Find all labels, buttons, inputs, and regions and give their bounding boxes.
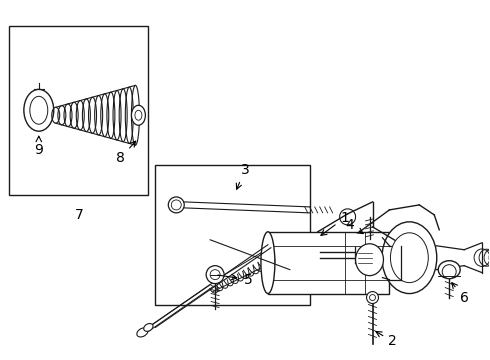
Circle shape bbox=[442, 265, 456, 279]
Ellipse shape bbox=[382, 222, 437, 293]
Text: 9: 9 bbox=[34, 136, 43, 157]
Text: 8: 8 bbox=[116, 141, 136, 165]
Ellipse shape bbox=[137, 328, 148, 337]
Circle shape bbox=[369, 294, 375, 301]
Text: 6: 6 bbox=[452, 283, 468, 305]
Circle shape bbox=[206, 266, 224, 284]
Circle shape bbox=[367, 292, 378, 303]
Ellipse shape bbox=[438, 261, 460, 279]
Bar bbox=[155, 165, 310, 305]
Text: 2: 2 bbox=[376, 332, 397, 348]
Text: 4: 4 bbox=[345, 218, 363, 234]
Ellipse shape bbox=[24, 89, 54, 131]
Ellipse shape bbox=[30, 96, 48, 124]
Ellipse shape bbox=[261, 232, 275, 293]
Ellipse shape bbox=[135, 110, 142, 120]
Text: 1: 1 bbox=[321, 211, 349, 235]
Circle shape bbox=[210, 270, 220, 280]
Bar bbox=[9, 26, 148, 195]
Bar bbox=[268, 232, 390, 293]
Ellipse shape bbox=[168, 197, 184, 213]
Circle shape bbox=[172, 200, 181, 210]
Text: 5: 5 bbox=[218, 273, 252, 287]
Ellipse shape bbox=[131, 105, 146, 125]
Ellipse shape bbox=[391, 233, 428, 283]
Text: 7: 7 bbox=[75, 208, 84, 222]
Ellipse shape bbox=[356, 244, 384, 276]
Ellipse shape bbox=[144, 324, 153, 331]
Text: 3: 3 bbox=[236, 163, 249, 189]
